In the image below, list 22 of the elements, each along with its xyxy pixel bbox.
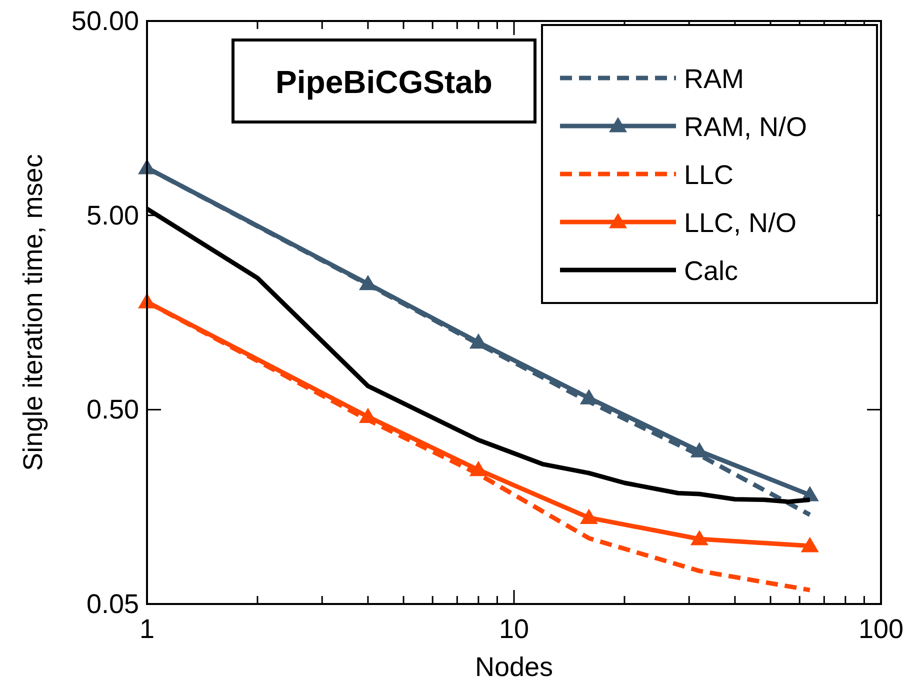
point [469,460,488,476]
legend-label: RAM [684,64,744,94]
y-axis-title: Single iteration time, msec [18,154,48,471]
point [690,442,708,458]
y-tick-label: 5.00 [86,200,139,230]
x-axis-title: Nodes [474,652,554,680]
x-tick-label: 100 [858,614,904,644]
point [690,530,708,546]
legend-label: LLC, N/O [684,208,797,238]
x-tick-label: 10 [498,614,530,644]
text: PipeBiCGStab [276,64,492,100]
point [580,508,598,524]
legend-label: LLC [684,160,734,190]
legend-label: RAM, N/O [684,112,808,142]
y-tick-label: 0.05 [86,589,139,619]
y-tick-label: 0.50 [86,394,139,425]
y-tick-label: 50.00 [71,6,139,36]
point [800,536,819,552]
legend-label: Calc [684,256,738,286]
x-tick-label: 1 [139,614,155,644]
point [580,389,598,404]
point [358,274,377,290]
